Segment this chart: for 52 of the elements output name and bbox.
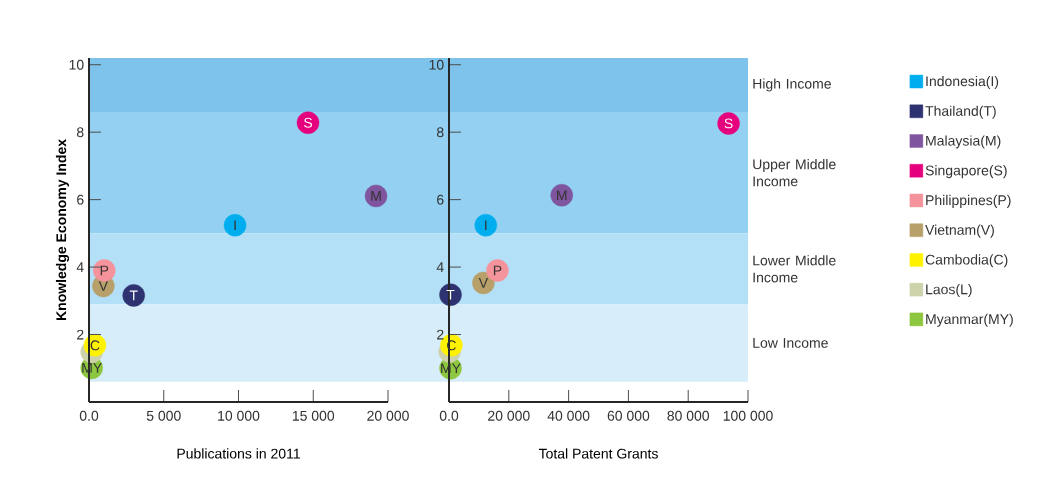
x-axis-title: Total Patent Grants (538, 448, 658, 459)
band-label: Upper Middle Income (753, 159, 836, 187)
y-tick-label: 8 (436, 127, 444, 138)
band-label: High Income (753, 78, 831, 92)
y-tick-label: 2 (437, 329, 444, 340)
x-axis-title: Publications in 2011 (177, 448, 300, 459)
x-tick-label: 0.0 (79, 410, 99, 421)
annotation: M (557, 190, 567, 201)
point (474, 214, 497, 237)
point (223, 214, 247, 237)
annotation: I (485, 220, 487, 231)
legend-label: Thailand(T) (925, 105, 996, 119)
annotation: T (446, 289, 455, 300)
annotation: I (234, 220, 236, 231)
y-tick-label: 8 (76, 127, 84, 138)
y-axis-title: Knowledge Economy Index (55, 139, 70, 321)
y-tick-label: 4 (76, 262, 84, 272)
annotation: M (371, 191, 381, 201)
y-tick-label: 6 (77, 194, 84, 205)
y-tick-label: 6 (437, 194, 444, 205)
legend-label: Indonesia(I) (926, 75, 999, 89)
annotation: P (100, 265, 109, 276)
x-tick-label: 15 000 (292, 410, 335, 421)
annotation: T (129, 290, 138, 301)
band-label: Lower Middle Income (753, 255, 836, 283)
legend-label: Vietnam(V) (925, 224, 994, 238)
x-tick-label: 100 000 (723, 410, 773, 421)
annotation: S (724, 118, 733, 129)
legend-label: Myanmar(MY) (926, 313, 1013, 327)
legend-label: Cambodia(C) (925, 254, 1008, 268)
annotation: V (98, 281, 108, 291)
x-tick-label: 10 000 (218, 410, 260, 421)
x-tick-label: 40 000 (547, 410, 590, 421)
legend-label: Malaysia(M) (926, 135, 1001, 149)
x-tick-label: 20 000 (367, 410, 409, 421)
annotation: S (304, 117, 313, 128)
y-tick-label: 4 (436, 262, 444, 272)
x-tick-label: 0.0 (439, 410, 459, 421)
annotation: P (493, 265, 502, 276)
annotation: C (90, 340, 100, 351)
x-tick-label: 60 000 (607, 410, 650, 421)
annotation: V (478, 278, 489, 288)
y-tick-label: 10 (429, 59, 444, 70)
x-tick-label: 20 000 (488, 410, 530, 421)
legend-label: Singapore(S) (925, 165, 1007, 179)
y-tick-label: 10 (69, 59, 84, 70)
legend-label: Laos(L) (926, 284, 972, 298)
x-tick-label: 80 000 (667, 410, 710, 421)
y-tick-label: 2 (77, 329, 84, 340)
legend-label: Philippines(P) (926, 194, 1011, 208)
x-tick-label: 5 000 (146, 410, 181, 421)
band-label: Low Income (753, 338, 828, 348)
